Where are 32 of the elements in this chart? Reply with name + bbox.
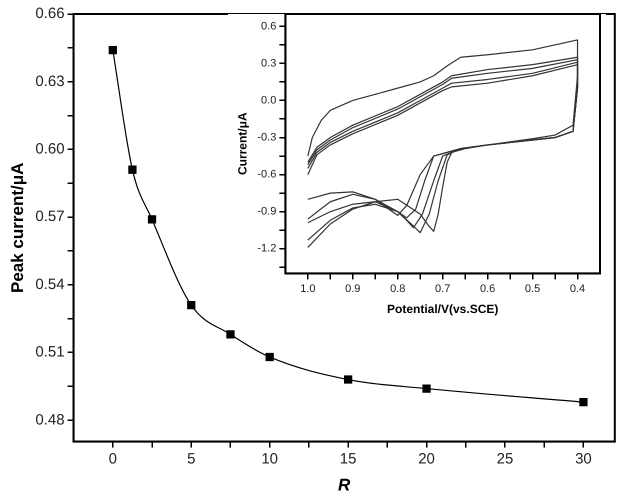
- x-tick-label: 0.9: [345, 283, 360, 296]
- x-tick-label: 5: [187, 450, 196, 468]
- x-tick-label: 0.8: [390, 283, 406, 296]
- x-tick-label: 0.4: [570, 283, 586, 296]
- x-axis-title: Potential/V(vs.SCE): [387, 302, 498, 316]
- y-tick-label: -1.2: [257, 242, 276, 255]
- y-axis-title: Current/μA: [236, 112, 250, 176]
- x-tick-label: 1.0: [300, 283, 316, 296]
- x-tick-label: 25: [496, 450, 514, 468]
- y-tick-label: 0.54: [35, 276, 65, 293]
- x-tick-label: 10: [261, 450, 278, 468]
- x-tick-label: 0: [108, 450, 117, 468]
- y-tick-label: 0.60: [35, 140, 65, 158]
- y-tick-label: 0.0: [261, 94, 276, 106]
- x-tick-label: 0.6: [480, 283, 496, 296]
- y-axis-title: Peak current/μA: [8, 162, 27, 294]
- y-tick-label: -0.6: [257, 168, 276, 181]
- y-tick-label: 0.6: [261, 20, 276, 32]
- y-tick-label: 0.3: [261, 57, 276, 70]
- x-tick-label: 0.5: [524, 283, 540, 296]
- x-tick-label: 20: [418, 450, 435, 468]
- x-tick-label: 30: [575, 450, 592, 468]
- y-tick-label: 0.66: [35, 5, 65, 22]
- y-tick-label: -0.9: [257, 206, 276, 218]
- x-tick-label: 15: [340, 450, 356, 468]
- x-tick-label: 0.7: [435, 283, 450, 296]
- y-tick-label: 0.48: [35, 411, 65, 428]
- y-tick-label: 0.63: [35, 72, 65, 90]
- y-tick-label: 0.51: [35, 344, 65, 361]
- y-tick-label: -0.3: [257, 132, 276, 144]
- x-axis-title: R: [338, 475, 352, 494]
- y-tick-label: 0.57: [35, 208, 65, 226]
